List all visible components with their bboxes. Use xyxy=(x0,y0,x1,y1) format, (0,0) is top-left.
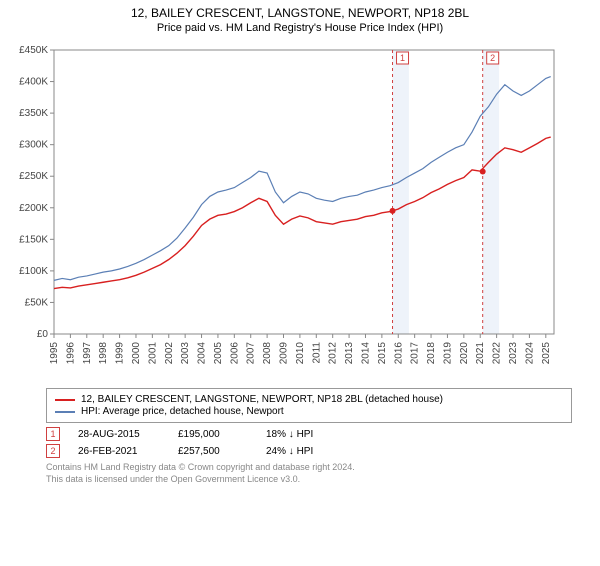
marker-number: 1 xyxy=(46,427,60,441)
svg-text:£300K: £300K xyxy=(19,140,48,151)
svg-text:2009: 2009 xyxy=(279,342,290,365)
marker-delta: 18% ↓ HPI xyxy=(266,429,336,440)
svg-text:1: 1 xyxy=(400,53,405,63)
marker-row: 2 26-FEB-2021 £257,500 24% ↓ HPI xyxy=(46,444,572,458)
legend-row: 12, BAILEY CRESCENT, LANGSTONE, NEWPORT,… xyxy=(55,394,563,405)
legend-label: 12, BAILEY CRESCENT, LANGSTONE, NEWPORT,… xyxy=(81,394,443,405)
footer-attribution: Contains HM Land Registry data © Crown c… xyxy=(46,462,572,485)
svg-text:2014: 2014 xyxy=(360,342,371,365)
svg-text:2017: 2017 xyxy=(410,342,421,365)
svg-text:£450K: £450K xyxy=(19,45,48,56)
svg-text:1996: 1996 xyxy=(65,342,76,365)
legend-swatch xyxy=(55,411,75,413)
legend: 12, BAILEY CRESCENT, LANGSTONE, NEWPORT,… xyxy=(46,388,572,423)
svg-text:2016: 2016 xyxy=(393,342,404,365)
svg-text:£0: £0 xyxy=(37,329,49,340)
svg-text:2013: 2013 xyxy=(344,342,355,365)
svg-text:1997: 1997 xyxy=(82,342,93,365)
marker-delta: 24% ↓ HPI xyxy=(266,446,336,457)
svg-text:£200K: £200K xyxy=(19,203,48,214)
marker-table: 1 28-AUG-2015 £195,000 18% ↓ HPI 2 26-FEB-202… xyxy=(46,427,572,458)
footer-line: This data is licensed under the Open Gov… xyxy=(46,474,572,486)
chart-container: £0 £50K £100K £150K £200K £250K £300K £350K £400… xyxy=(8,42,588,382)
svg-text:2019: 2019 xyxy=(442,342,453,365)
price-chart: £0 £50K £100K £150K £200K £250K £300K £350K £400… xyxy=(8,42,568,382)
svg-text:2025: 2025 xyxy=(541,342,552,365)
svg-text:2015: 2015 xyxy=(377,342,388,365)
svg-text:2006: 2006 xyxy=(229,342,240,365)
svg-text:2023: 2023 xyxy=(508,342,519,365)
svg-text:£150K: £150K xyxy=(19,234,48,245)
svg-text:2002: 2002 xyxy=(164,342,175,365)
marker-row: 1 28-AUG-2015 £195,000 18% ↓ HPI xyxy=(46,427,572,441)
svg-text:2007: 2007 xyxy=(246,342,257,365)
svg-text:2021: 2021 xyxy=(475,342,486,365)
svg-text:2005: 2005 xyxy=(213,342,224,365)
svg-text:2020: 2020 xyxy=(459,342,470,365)
svg-text:2001: 2001 xyxy=(147,342,158,365)
svg-text:2018: 2018 xyxy=(426,342,437,365)
svg-text:2010: 2010 xyxy=(295,342,306,365)
legend-row: HPI: Average price, detached house, Newp… xyxy=(55,406,563,417)
svg-text:£100K: £100K xyxy=(19,266,48,277)
page-subtitle: Price paid vs. HM Land Registry's House … xyxy=(0,22,600,34)
svg-text:2004: 2004 xyxy=(197,342,208,365)
svg-text:£250K: £250K xyxy=(19,171,48,182)
svg-text:2003: 2003 xyxy=(180,342,191,365)
legend-swatch xyxy=(55,399,75,401)
marker-number: 2 xyxy=(46,444,60,458)
legend-label: HPI: Average price, detached house, Newp… xyxy=(81,406,284,417)
svg-text:2: 2 xyxy=(490,53,495,63)
svg-text:2022: 2022 xyxy=(492,342,503,365)
svg-text:1998: 1998 xyxy=(98,342,109,365)
svg-text:£400K: £400K xyxy=(19,77,48,88)
svg-text:2012: 2012 xyxy=(328,342,339,365)
marker-date: 26-FEB-2021 xyxy=(78,446,160,457)
svg-text:£350K: £350K xyxy=(19,108,48,119)
footer-line: Contains HM Land Registry data © Crown c… xyxy=(46,462,572,474)
page-title: 12, BAILEY CRESCENT, LANGSTONE, NEWPORT,… xyxy=(0,6,600,20)
svg-text:2000: 2000 xyxy=(131,342,142,365)
svg-text:2008: 2008 xyxy=(262,342,273,365)
svg-text:2011: 2011 xyxy=(311,342,322,364)
svg-text:1995: 1995 xyxy=(49,342,60,365)
marker-price: £257,500 xyxy=(178,446,248,457)
svg-text:2024: 2024 xyxy=(524,342,535,365)
svg-text:£50K: £50K xyxy=(25,297,49,308)
marker-price: £195,000 xyxy=(178,429,248,440)
svg-text:1999: 1999 xyxy=(115,342,126,365)
marker-date: 28-AUG-2015 xyxy=(78,429,160,440)
